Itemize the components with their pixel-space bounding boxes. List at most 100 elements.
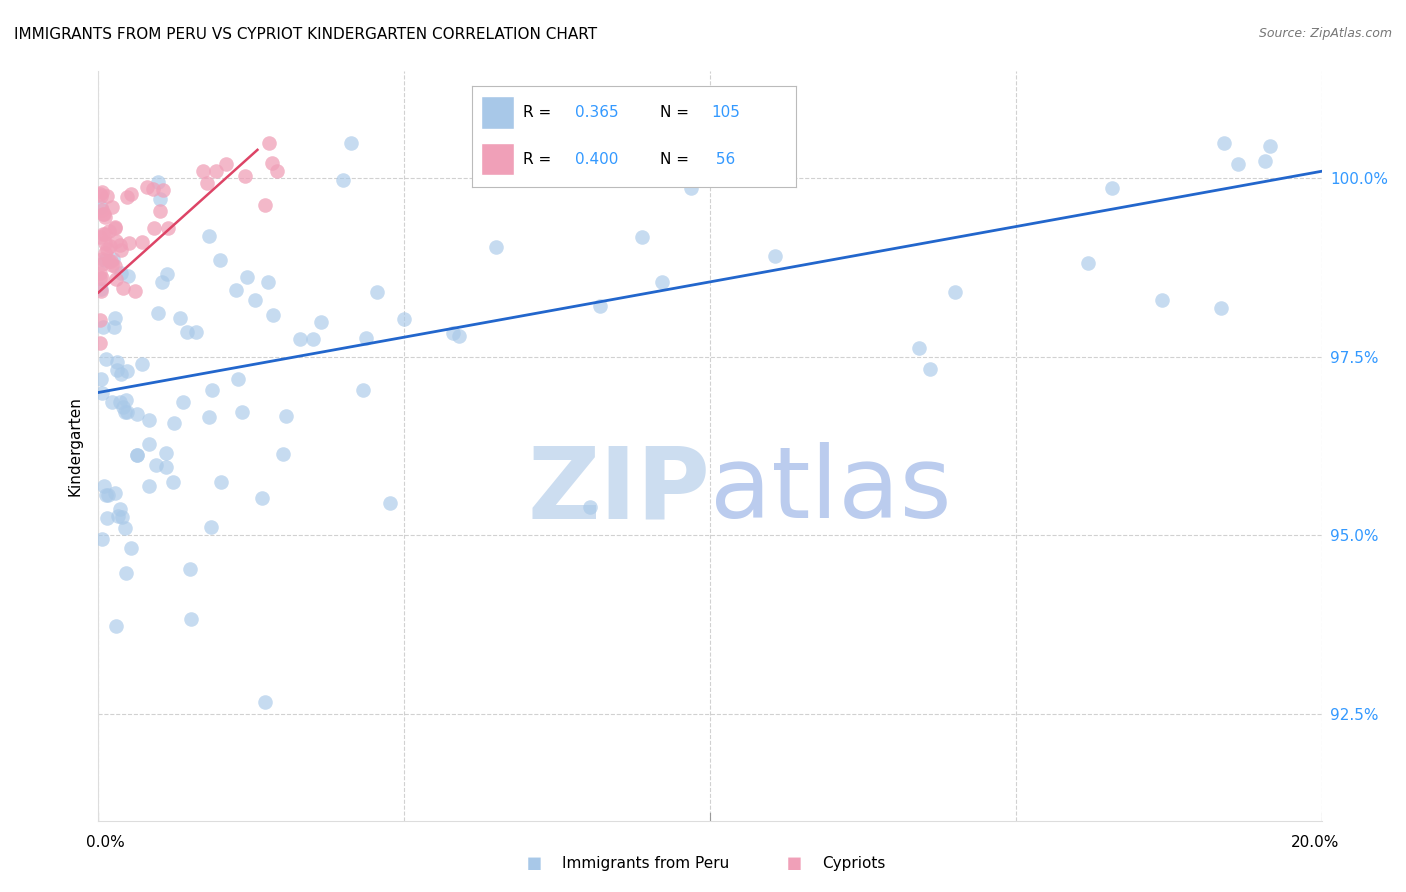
Point xyxy=(679,181,702,195)
Point xyxy=(97,253,120,268)
Text: ▪: ▪ xyxy=(526,852,543,875)
Point xyxy=(91,270,114,285)
Point xyxy=(118,235,141,250)
Point xyxy=(340,136,363,150)
Point xyxy=(169,310,191,325)
Point xyxy=(89,266,111,280)
Point xyxy=(100,258,122,272)
Point xyxy=(93,207,115,221)
Point xyxy=(100,254,122,268)
Point xyxy=(108,238,131,252)
Point xyxy=(94,351,117,366)
Point xyxy=(209,253,232,268)
Point xyxy=(91,252,114,266)
Point xyxy=(120,541,142,556)
Point xyxy=(89,335,111,350)
Point xyxy=(172,395,194,409)
Point xyxy=(578,500,600,514)
Point xyxy=(104,259,127,273)
Text: atlas: atlas xyxy=(710,442,952,540)
Point xyxy=(90,200,112,214)
Point xyxy=(231,405,253,419)
Point xyxy=(98,239,121,253)
Point xyxy=(145,458,167,472)
Point xyxy=(157,221,180,235)
Point xyxy=(112,400,135,414)
Point xyxy=(309,315,332,329)
Point xyxy=(765,249,787,263)
Point xyxy=(91,227,114,242)
Point xyxy=(215,156,238,170)
Point xyxy=(90,532,112,546)
Text: ZIP: ZIP xyxy=(527,442,710,540)
Point xyxy=(136,179,159,194)
Point xyxy=(120,186,142,201)
Point xyxy=(155,460,177,475)
Point xyxy=(1077,255,1099,269)
Point xyxy=(908,341,931,355)
Point xyxy=(104,221,127,235)
Point xyxy=(108,394,131,409)
Point xyxy=(94,210,117,224)
Point xyxy=(127,448,149,462)
Point xyxy=(233,169,256,183)
Point xyxy=(117,405,139,419)
Text: Immigrants from Peru: Immigrants from Peru xyxy=(562,856,730,871)
Point xyxy=(108,501,131,516)
Point xyxy=(90,188,112,202)
Point xyxy=(191,163,214,178)
Point xyxy=(110,244,132,258)
Point xyxy=(271,447,294,461)
Point xyxy=(236,269,259,284)
Point xyxy=(98,224,121,238)
Point xyxy=(142,221,165,235)
Point xyxy=(918,362,941,376)
Text: IMMIGRANTS FROM PERU VS CYPRIOT KINDERGARTEN CORRELATION CHART: IMMIGRANTS FROM PERU VS CYPRIOT KINDERGA… xyxy=(14,27,598,42)
Point xyxy=(111,281,134,295)
Point xyxy=(253,198,276,212)
Point xyxy=(162,475,184,489)
Point xyxy=(186,325,208,339)
Point xyxy=(115,566,138,581)
Point xyxy=(332,173,354,187)
Point xyxy=(90,386,112,401)
Point xyxy=(149,192,172,206)
Point xyxy=(378,496,401,510)
Point xyxy=(138,437,160,451)
Point xyxy=(266,163,288,178)
Point xyxy=(101,200,124,214)
Point xyxy=(226,372,249,386)
Point xyxy=(93,479,115,493)
Point xyxy=(156,267,179,281)
Point xyxy=(142,181,165,195)
Point xyxy=(201,383,224,397)
Point xyxy=(943,285,966,300)
Point xyxy=(441,326,464,340)
Point xyxy=(89,271,111,285)
Text: 0.0%: 0.0% xyxy=(86,836,125,850)
Point xyxy=(257,136,280,150)
Point xyxy=(104,220,127,235)
Point xyxy=(200,519,222,533)
Point xyxy=(115,364,138,378)
Point xyxy=(262,308,284,322)
Point xyxy=(110,367,132,381)
Point xyxy=(117,269,139,284)
Point xyxy=(90,257,112,271)
Point xyxy=(90,185,112,199)
Point xyxy=(104,311,127,326)
Point xyxy=(302,332,325,346)
Point xyxy=(97,488,120,502)
Point xyxy=(107,508,129,523)
Point xyxy=(1254,154,1277,169)
Point xyxy=(148,306,170,320)
Point xyxy=(354,330,377,344)
Point xyxy=(148,175,170,189)
Point xyxy=(125,407,148,421)
Point xyxy=(131,357,153,371)
Text: Source: ZipAtlas.com: Source: ZipAtlas.com xyxy=(1258,27,1392,40)
Point xyxy=(163,417,186,431)
Point xyxy=(89,312,111,326)
Point xyxy=(101,395,124,409)
Point xyxy=(1258,139,1281,153)
